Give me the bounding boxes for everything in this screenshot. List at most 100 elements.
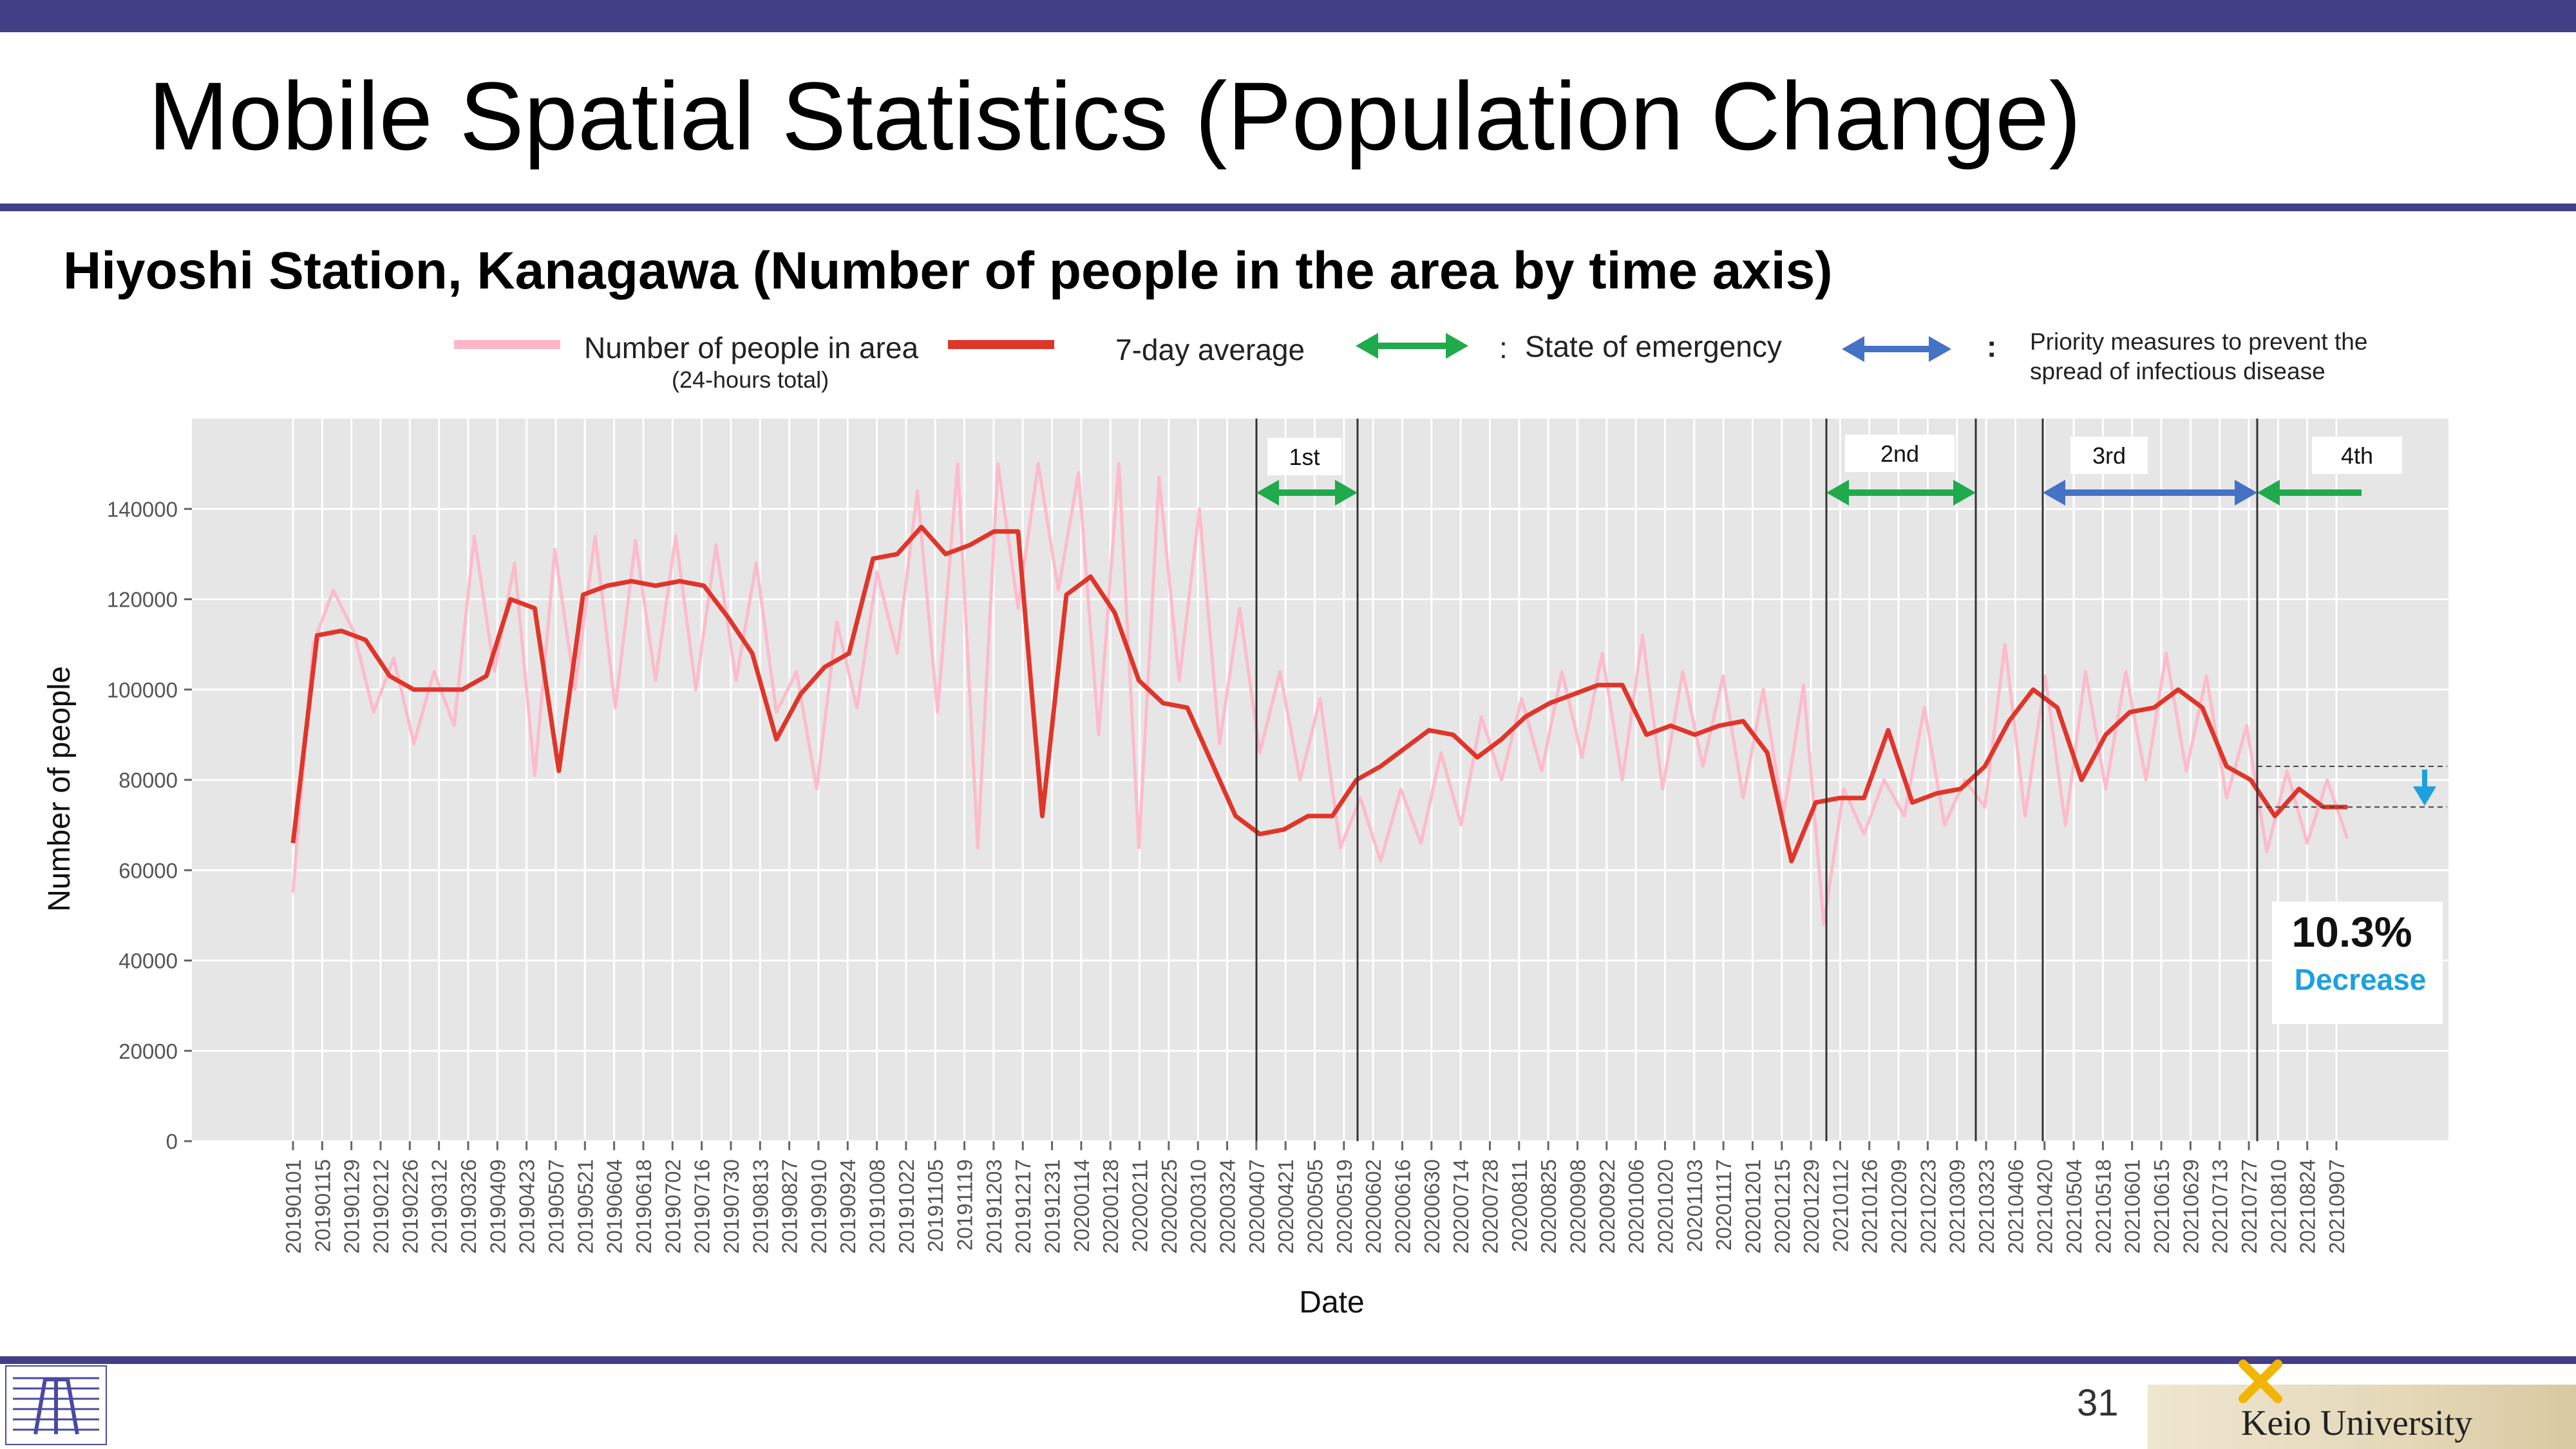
x-tick-label: 20191203: [982, 1159, 1006, 1254]
x-tick-label: 20200407: [1245, 1159, 1269, 1254]
x-tick-label: 20190507: [544, 1159, 568, 1254]
period-label: 2nd: [1880, 440, 1919, 467]
x-tick-label: 20190115: [310, 1159, 334, 1252]
legend-daily-label: Number of people in area: [584, 331, 919, 365]
legend-separator: :: [1499, 331, 1508, 365]
x-tick-label: 20210420: [2033, 1159, 2057, 1254]
x-tick-label: 20201229: [1799, 1159, 1823, 1254]
series-average-line: [290, 524, 2347, 864]
x-tick-label: 20190521: [573, 1159, 597, 1254]
period-2-arrow: [1826, 480, 1976, 506]
x-tick-label: 20210713: [2208, 1159, 2232, 1254]
x-tick-label: 20210112: [1828, 1159, 1852, 1252]
y-tick-label: 20000: [118, 1039, 178, 1063]
x-tick-label: 20200825: [1537, 1159, 1560, 1254]
period-4-arrow: [2257, 480, 2362, 506]
legend-emergency-label: State of emergency: [1525, 330, 1782, 363]
legend-separator: :: [1987, 330, 1997, 363]
x-tick-label: 20190312: [428, 1159, 451, 1254]
period-label-box: [1267, 438, 1341, 475]
legend-priority-arrow-icon: [1842, 336, 1951, 362]
x-tick-label: 20201117: [1712, 1159, 1736, 1251]
x-tick-label: 20190409: [486, 1159, 509, 1254]
y-tick-label: 120000: [107, 588, 178, 612]
y-tick-label: 140000: [107, 497, 178, 521]
x-tick-label: 20210629: [2179, 1159, 2202, 1254]
x-tick-label: 20190730: [719, 1159, 743, 1254]
university-banner: Keio University: [2148, 1359, 2576, 1449]
x-tick-label: 20201201: [1741, 1159, 1765, 1254]
x-tick-label: 20210406: [2003, 1159, 2027, 1254]
x-tick-label: 20210727: [2237, 1159, 2261, 1254]
top-accent-bar: [0, 0, 2576, 32]
footer-divider: [0, 1356, 2576, 1364]
x-tick-label: 20210323: [1975, 1159, 1998, 1254]
legend-priority-label: Priority measures to prevent the spread …: [2030, 327, 2367, 387]
x-tick-label: 20200324: [1216, 1159, 1240, 1254]
x-tick-label: 20191231: [1041, 1159, 1065, 1254]
legend-daily-note: (24-hours total): [672, 366, 829, 393]
decrease-value: 10.3%: [2291, 908, 2412, 956]
period-1-arrow: [1256, 480, 1358, 506]
x-tick-label: 20191119: [953, 1159, 977, 1251]
x-tick-label: 20210907: [2325, 1159, 2349, 1254]
x-tick-label: 20190827: [778, 1159, 802, 1254]
legend-emergency-arrow-icon: [1356, 333, 1468, 359]
x-tick-label: 20201020: [1653, 1159, 1677, 1254]
decrease-callout-box: [2272, 902, 2443, 1024]
x-tick-label: 20190618: [632, 1159, 656, 1254]
x-tick-label: 20190423: [515, 1159, 539, 1254]
x-tick-label: 20190702: [661, 1159, 685, 1254]
title-divider: [0, 204, 2576, 211]
period-arrow-head: [1826, 480, 1849, 506]
period-arrow-head: [1953, 480, 1976, 506]
y-tick-label: 100000: [107, 678, 178, 702]
x-tick-label: 20190226: [398, 1159, 422, 1254]
x-tick-label: 20191022: [895, 1159, 918, 1254]
period-label-box: [1845, 435, 1955, 472]
page-number: 31: [2077, 1382, 2119, 1424]
x-tick-label: 20210615: [2150, 1159, 2174, 1254]
x-tick-label: 20190326: [457, 1159, 480, 1254]
x-tick-label: 20201215: [1770, 1159, 1794, 1254]
slide-subtitle: Hiyoshi Station, Kanagawa (Number of peo…: [63, 242, 1833, 300]
x-tick-label: 20200728: [1478, 1159, 1502, 1254]
x-tick-label: 20190716: [690, 1159, 714, 1254]
x-tick-label: 20190101: [281, 1159, 305, 1254]
x-tick-label: 20200714: [1449, 1159, 1473, 1254]
x-tick-label: 20200505: [1303, 1159, 1327, 1254]
x-tick-label: 20200211: [1128, 1159, 1152, 1252]
period-3-arrow: [2043, 480, 2257, 506]
x-tick-label: 20200128: [1099, 1159, 1122, 1254]
legend-swatches: [454, 333, 1951, 362]
period-arrow-head: [1335, 480, 1358, 506]
slide-title: Mobile Spatial Statistics (Population Ch…: [148, 62, 2081, 170]
decrease-arrow-icon: [2413, 769, 2436, 806]
period-label: 4th: [2341, 442, 2373, 469]
x-tick-label: 20210810: [2266, 1159, 2290, 1254]
x-tick-label: 20210824: [2296, 1159, 2320, 1254]
period-arrow-head: [2257, 480, 2280, 506]
university-name: Keio University: [2241, 1403, 2473, 1443]
keio-pen-icon: [2239, 1359, 2282, 1403]
period-arrow-head: [1256, 480, 1279, 506]
x-tick-label: 20191105: [923, 1159, 947, 1252]
x-tick-label: 20190813: [748, 1159, 772, 1254]
period-label: 3rd: [2092, 442, 2126, 469]
legend-priority-line-2: spread of infectious disease: [2030, 358, 2325, 385]
x-tick-label: 20200225: [1157, 1159, 1181, 1254]
x-tick-label: 20210209: [1887, 1159, 1911, 1254]
x-tick-label: 20190212: [369, 1159, 393, 1254]
period-label: 1st: [1289, 444, 1320, 470]
x-tick-label: 20201006: [1624, 1159, 1648, 1254]
x-tick-label: 20200922: [1595, 1159, 1619, 1254]
x-axis-title: Date: [1299, 1285, 1364, 1320]
x-tick-label: 20210518: [2091, 1159, 2115, 1254]
x-tick-label: 20200616: [1390, 1159, 1414, 1254]
y-tick-label: 40000: [118, 949, 178, 973]
x-tick-label: 20210126: [1858, 1159, 1882, 1254]
legend-average-label: 7-day average: [1115, 333, 1305, 366]
lab-logo-icon: [5, 1365, 107, 1445]
x-tick-label: 20191217: [1011, 1159, 1035, 1254]
y-tick-label: 0: [166, 1130, 178, 1153]
